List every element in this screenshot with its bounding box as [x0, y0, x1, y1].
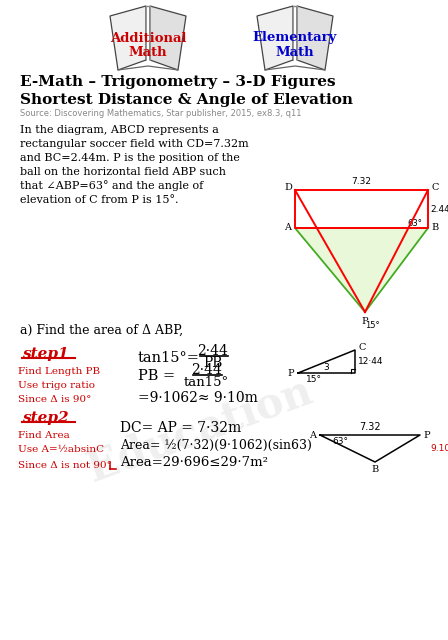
Text: =9·1062≈ 9·10m: =9·1062≈ 9·10m [138, 391, 258, 405]
Text: 2·44: 2·44 [198, 344, 228, 358]
Text: 15°: 15° [365, 321, 379, 330]
Text: Area=29·696≤29·7m²: Area=29·696≤29·7m² [120, 456, 268, 468]
Text: 7.32: 7.32 [352, 177, 371, 186]
Text: step2: step2 [22, 411, 69, 425]
Text: and BC=2.44m. P is the position of the: and BC=2.44m. P is the position of the [20, 153, 240, 163]
Text: D: D [284, 182, 292, 191]
Text: Additional: Additional [110, 31, 186, 45]
Polygon shape [110, 6, 146, 70]
Polygon shape [257, 6, 293, 70]
Text: Elementary: Elementary [253, 31, 337, 45]
Text: Math: Math [129, 45, 167, 58]
Text: 63°: 63° [408, 218, 422, 227]
Text: C: C [431, 182, 439, 191]
Text: 7.32: 7.32 [359, 422, 381, 432]
Text: A: A [284, 223, 292, 232]
Text: step1: step1 [22, 347, 69, 361]
Text: C: C [358, 344, 366, 353]
Text: DC= AP = 7·32m: DC= AP = 7·32m [120, 421, 241, 435]
Text: tan15°=: tan15°= [138, 351, 200, 365]
Text: Use A=½absinC: Use A=½absinC [18, 445, 104, 454]
Text: 63°: 63° [332, 436, 348, 445]
Text: 12·44: 12·44 [358, 357, 384, 366]
Text: B: B [431, 223, 439, 232]
Text: Math: Math [276, 45, 314, 58]
Polygon shape [297, 6, 333, 70]
Text: PB: PB [203, 356, 223, 370]
Text: elevation of C from P is 15°.: elevation of C from P is 15°. [20, 195, 178, 205]
Text: In the diagram, ABCD represents a: In the diagram, ABCD represents a [20, 125, 219, 135]
Text: PB =: PB = [138, 369, 175, 383]
Text: Shortest Distance & Angle of Elevation: Shortest Distance & Angle of Elevation [20, 93, 353, 107]
Text: B: B [371, 465, 379, 474]
Polygon shape [150, 6, 186, 70]
Text: 3: 3 [323, 362, 329, 371]
Text: Since Δ is 90°: Since Δ is 90° [18, 396, 91, 404]
Polygon shape [295, 228, 428, 312]
Text: a) Find the area of Δ ABP,: a) Find the area of Δ ABP, [20, 323, 183, 337]
Text: 2.44: 2.44 [430, 205, 448, 214]
Text: Source: Discovering Mathematics, Star publisher, 2015, ex8.3, q11: Source: Discovering Mathematics, Star pu… [20, 109, 302, 118]
Text: A: A [310, 431, 316, 440]
Text: rectangular soccer field with CD=7.32m: rectangular soccer field with CD=7.32m [20, 139, 249, 149]
Text: 2·44: 2·44 [190, 363, 221, 377]
Text: that ∠ABP=63° and the angle of: that ∠ABP=63° and the angle of [20, 180, 203, 191]
Text: Find Length PB: Find Length PB [18, 367, 100, 376]
Text: E-Math – Trigonometry – 3-D Figures: E-Math – Trigonometry – 3-D Figures [20, 75, 336, 89]
Text: Find Area: Find Area [18, 431, 70, 440]
Text: P: P [362, 317, 368, 326]
Text: Area= ½(7·32)(9·1062)(sin63): Area= ½(7·32)(9·1062)(sin63) [120, 438, 312, 451]
Text: Since Δ is not 90°: Since Δ is not 90° [18, 461, 112, 470]
Text: 9.1062: 9.1062 [430, 444, 448, 453]
Text: Education: Education [82, 370, 318, 490]
Text: Use trigo ratio: Use trigo ratio [18, 381, 95, 390]
Text: P: P [288, 369, 294, 378]
Text: 15°: 15° [306, 374, 322, 383]
Text: ball on the horizontal field ABP such: ball on the horizontal field ABP such [20, 167, 226, 177]
Text: tan15°: tan15° [183, 376, 228, 388]
Text: P: P [424, 431, 431, 440]
